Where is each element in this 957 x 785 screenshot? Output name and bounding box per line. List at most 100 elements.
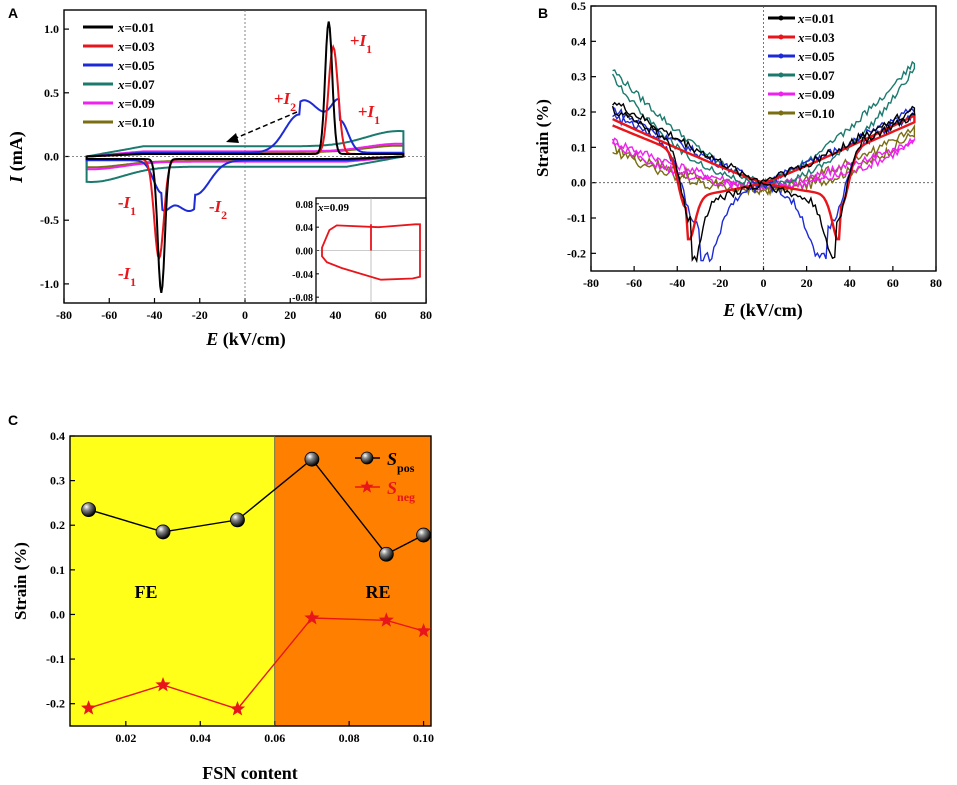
x-tick-label: -80	[56, 308, 72, 322]
peak-annotation: +I1	[358, 102, 380, 127]
region-label-fe: FE	[134, 582, 157, 602]
y-tick-label: 0.1	[50, 563, 65, 577]
inset-y-tick-label: -0.04	[292, 270, 313, 281]
spos-point	[155, 524, 171, 540]
y-tick-label: 0.2	[50, 518, 65, 532]
x-tick-label: 80	[930, 276, 942, 290]
legend-label: x=0.07	[797, 68, 835, 83]
peak-annotation: +I2	[274, 89, 296, 114]
x-axis-label: E (kV/cm)	[205, 329, 286, 350]
panel-b-letter: B	[538, 5, 548, 21]
legend-label: x=0.07	[117, 77, 155, 92]
peak-annotation: +I1	[350, 31, 372, 56]
y-tick-label: 1.0	[44, 22, 59, 36]
legend-marker	[778, 72, 784, 78]
x-axis-label: E (kV/cm)	[722, 300, 803, 321]
legend-label: Spos	[387, 449, 415, 475]
sneg-point	[229, 701, 246, 716]
x-tick-label: -40	[147, 308, 163, 322]
y-tick-label: -0.1	[567, 211, 586, 225]
legend-marker	[778, 91, 784, 97]
x-tick-label: 0.06	[264, 731, 285, 745]
spos-point	[416, 527, 431, 543]
legend-label: x=0.09	[117, 96, 155, 111]
x-tick-label: -20	[192, 308, 208, 322]
y-tick-label: 0.3	[571, 70, 586, 84]
x-tick-label: -40	[669, 276, 685, 290]
spos-point	[81, 502, 97, 518]
spos-point	[378, 546, 394, 562]
x-tick-label: 0.08	[339, 731, 360, 745]
peak-annotation: -I1	[118, 193, 136, 218]
legend-label: x=0.10	[117, 115, 155, 130]
y-tick-label: 0.0	[571, 176, 586, 190]
x-tick-label: 20	[284, 308, 296, 322]
panel-c-letter: C	[8, 412, 18, 428]
x-tick-label: 0.04	[190, 731, 211, 745]
y-tick-label: 0.0	[44, 150, 59, 164]
y-tick-label: 0.5	[44, 86, 59, 100]
x-tick-label: -20	[712, 276, 728, 290]
y-axis-label: Strain (%)	[533, 99, 552, 177]
region-label-re: RE	[365, 582, 390, 602]
series-line-x=0.03	[612, 113, 916, 241]
legend-label: x=0.03	[797, 30, 835, 45]
legend-marker	[778, 15, 784, 21]
x-tick-label: 0	[761, 276, 767, 290]
x-tick-label: 60	[375, 308, 387, 322]
y-tick-label: -0.5	[40, 213, 59, 227]
legend-label: x=0.01	[797, 11, 835, 26]
sneg-point	[415, 623, 432, 638]
region-RE	[274, 436, 431, 726]
legend-label: x=0.10	[797, 106, 835, 121]
inset-y-tick-label: 0.08	[296, 200, 314, 211]
chart-b: -80 -60 -40 -20 0 20 40 60 80 -0.2 -0.1 0.0 0.1 0.2 0.…	[533, 0, 942, 321]
legend-marker	[778, 110, 784, 116]
y-axis-label: Strain (%)	[11, 542, 30, 620]
shift-arrow-head	[226, 133, 239, 143]
y-tick-label: -0.2	[46, 697, 65, 711]
x-tick-label: 0.02	[115, 731, 136, 745]
legend-marker-spos	[360, 451, 374, 465]
y-tick-label: -1.0	[40, 277, 59, 291]
series-line-x=0.01	[611, 101, 916, 264]
series-line-sneg	[88, 617, 424, 710]
panel-a-letter: A	[8, 5, 18, 21]
spos-point	[304, 451, 320, 467]
x-tick-label: -80	[583, 276, 599, 290]
region-FE	[70, 436, 275, 726]
shift-arrow-line	[235, 111, 298, 139]
inset-label: x=0.09	[317, 202, 350, 214]
legend-label: x=0.05	[797, 49, 835, 64]
series-line-x=0.09	[611, 136, 916, 192]
y-tick-label: -0.1	[46, 652, 65, 666]
x-tick-label: 60	[887, 276, 899, 290]
legend-label: x=0.03	[117, 39, 155, 54]
inset-y-tick-label: -0.08	[292, 293, 313, 304]
y-tick-label: 0.2	[571, 105, 586, 119]
sneg-point	[155, 677, 171, 692]
y-tick-label: 0.4	[571, 34, 586, 48]
inset-y-tick-label: 0.04	[296, 223, 314, 234]
x-axis-label: FSN content	[202, 763, 298, 783]
plot-frame	[69, 435, 432, 727]
y-tick-label: -0.2	[567, 246, 586, 260]
legend-marker-sneg	[360, 480, 374, 493]
legend-label: Sneg	[387, 478, 415, 504]
x-tick-label: 80	[420, 308, 432, 322]
y-axis-label: I (mA)	[6, 131, 27, 184]
inset-y-tick-label: 0.00	[296, 247, 314, 258]
x-tick-label: 0	[242, 308, 248, 322]
chart-a: -80 -60 -40 -20 0 20 40 60 80 -1.0 -0.5 0.0 0.5 1.0 x=…	[6, 9, 432, 350]
x-tick-label: 20	[801, 276, 813, 290]
chart-c: 0.02 0.04 0.06 0.08 0.10 -0.2 -0.1 0.0 0.1 0.2 0.3…	[11, 429, 434, 783]
sneg-point	[304, 610, 320, 625]
spos-point	[230, 512, 245, 528]
y-tick-label: 0.5	[571, 0, 586, 13]
y-tick-label: 0.4	[50, 429, 65, 443]
legend-label: x=0.09	[797, 87, 835, 102]
inset-loop	[321, 223, 421, 281]
x-tick-label: 40	[330, 308, 342, 322]
x-tick-label: 40	[844, 276, 856, 290]
